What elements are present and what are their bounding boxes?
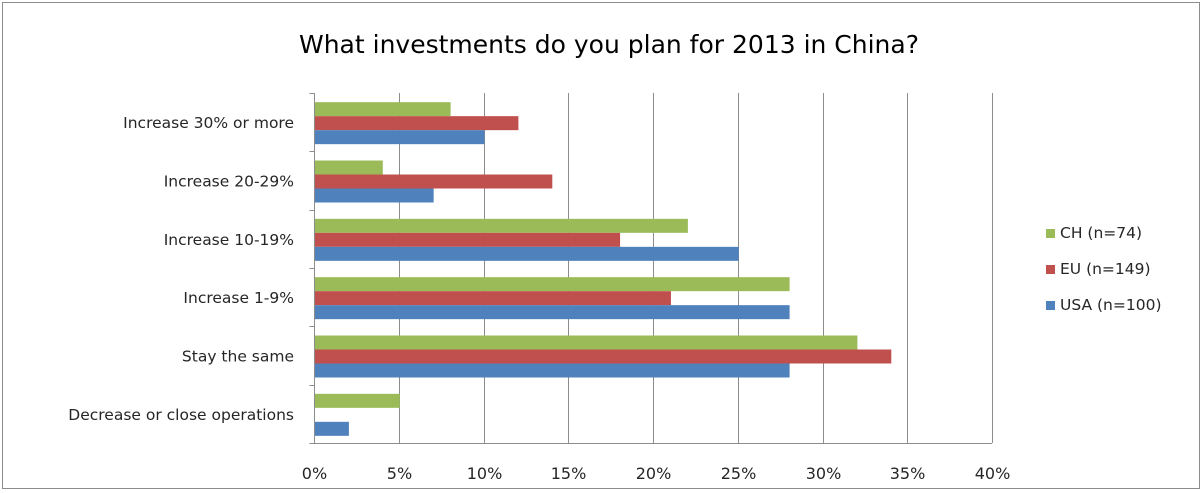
bar-eu: [315, 174, 553, 189]
category-label: Increase 20-29%: [164, 173, 294, 191]
bars: [315, 102, 892, 436]
category-label: Decrease or close operations: [68, 406, 294, 424]
chart-title: What investments do you plan for 2013 in…: [299, 30, 919, 59]
legend-label: CH (n=74): [1060, 224, 1142, 242]
category-label: Increase 10-19%: [164, 231, 294, 249]
gridlines: [399, 93, 993, 443]
x-tick-label: 5%: [387, 464, 412, 483]
bar-ch: [315, 277, 790, 292]
bar-usa: [315, 363, 790, 378]
x-tick-label: 10%: [467, 464, 503, 483]
bar-ch: [315, 335, 858, 350]
bar-ch: [315, 393, 400, 408]
x-tick-label: 20%: [636, 464, 672, 483]
axes: [309, 93, 992, 444]
legend-swatch: [1046, 301, 1055, 310]
legend: CH (n=74) EU (n=149) USA (n=100): [1046, 224, 1162, 314]
legend-swatch: [1046, 229, 1055, 238]
bar-eu: [315, 291, 671, 306]
bar-eu: [315, 232, 621, 247]
x-tick-label: 35%: [890, 464, 926, 483]
x-tick-label: 40%: [975, 464, 1011, 483]
x-tick-labels: 0% 5% 10% 15% 20% 25% 30% 35% 40%: [302, 464, 1010, 483]
x-tick-label: 25%: [721, 464, 757, 483]
bar-ch: [315, 160, 383, 175]
bar-ch: [315, 102, 451, 117]
bar-usa: [315, 421, 349, 436]
bar-usa: [315, 246, 739, 261]
bar-usa: [315, 130, 485, 145]
x-tick-label: 30%: [806, 464, 842, 483]
category-labels: Increase 30% or more Increase 20-29% Incre…: [68, 114, 294, 424]
category-label: Increase 1-9%: [183, 289, 294, 307]
x-tick-label: 15%: [551, 464, 587, 483]
bar-eu: [315, 349, 892, 364]
legend-label: USA (n=100): [1060, 296, 1162, 314]
x-tick-label: 0%: [302, 464, 327, 483]
bar-chart: What investments do you plan for 2013 in…: [68, 30, 1162, 483]
bar-eu: [315, 116, 519, 131]
category-label: Stay the same: [182, 348, 294, 366]
category-label: Increase 30% or more: [123, 114, 294, 132]
legend-swatch: [1046, 265, 1055, 274]
bar-ch: [315, 218, 688, 233]
bar-usa: [315, 305, 790, 320]
legend-label: EU (n=149): [1060, 260, 1151, 278]
bar-usa: [315, 188, 434, 203]
